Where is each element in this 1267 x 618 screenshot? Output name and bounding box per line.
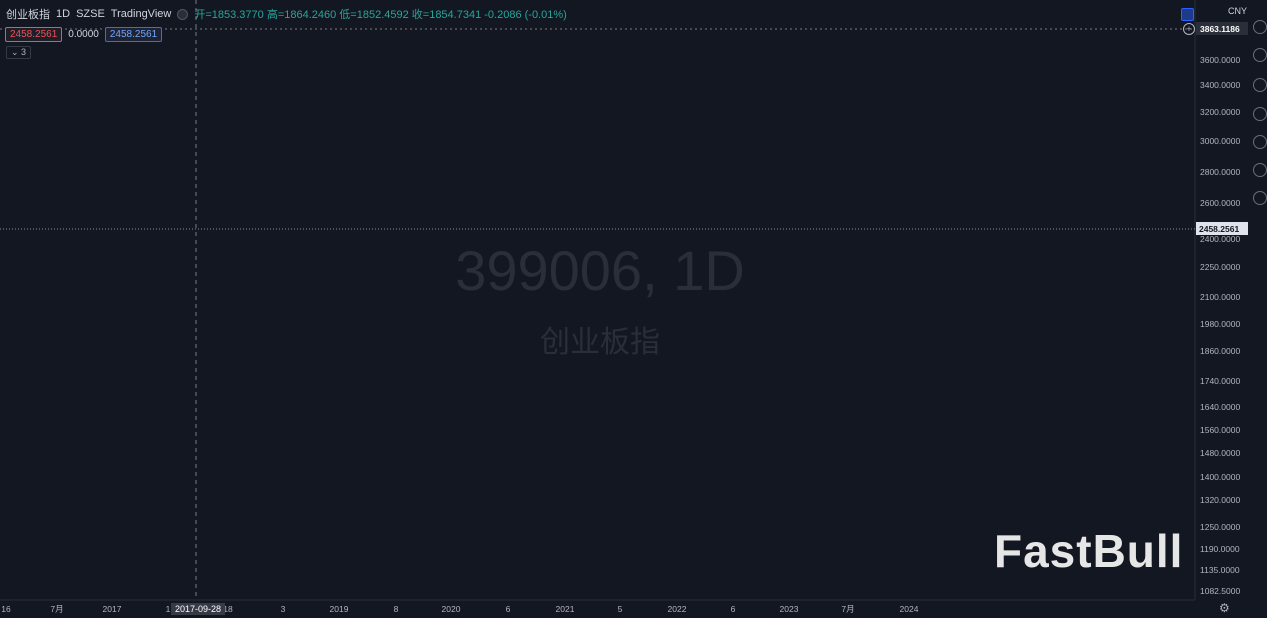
- current-price-bg: [1196, 222, 1248, 235]
- exchange: SZSE: [76, 8, 105, 20]
- price-tick-label: 1560.0000: [1200, 425, 1240, 435]
- status-dot-icon[interactable]: [177, 8, 189, 20]
- layout-icon[interactable]: [1181, 8, 1194, 21]
- right-toolbar: [1249, 0, 1267, 618]
- price-tick-label: 1320.0000: [1200, 495, 1240, 505]
- tool-icon-2[interactable]: [1253, 48, 1267, 62]
- time-tick-label: 2023: [780, 604, 799, 614]
- plus-icon[interactable]: +: [1183, 23, 1195, 35]
- data-source: TradingView: [110, 8, 172, 20]
- current-price-label: 2458.2561: [1199, 224, 1239, 234]
- currency-label[interactable]: CNY: [1227, 6, 1247, 16]
- time-tick-label: 6: [506, 604, 511, 614]
- time-tick-label: 1: [166, 604, 171, 614]
- zero-value: 0.0000: [68, 29, 99, 40]
- price-tick-label: 1135.0000: [1200, 565, 1240, 575]
- tool-icon-1[interactable]: [1253, 20, 1267, 34]
- collapsed-count: 3: [21, 47, 27, 57]
- time-tick-label: 2022: [668, 604, 687, 614]
- ohlc-values: 开=1853.3770 高=1864.2460 低=1852.4592 收=18…: [194, 9, 567, 21]
- price-tick-label: 1640.0000: [1200, 402, 1240, 412]
- watermark-name: 创业板指: [540, 326, 660, 359]
- interval[interactable]: 1D: [56, 8, 71, 20]
- price-tick-label: 1082.5000: [1200, 586, 1240, 596]
- tool-icon-3[interactable]: [1253, 78, 1267, 92]
- time-tick-label: 7月: [50, 604, 63, 614]
- price-tag[interactable]: 2458.2561: [5, 27, 63, 42]
- price-tick-label: 3400.0000: [1200, 80, 1240, 90]
- price-tick-label: 2250.0000: [1200, 262, 1240, 272]
- time-tick-label: 18: [223, 604, 233, 614]
- price-tick-label: 2600.0000: [1200, 198, 1240, 208]
- tool-icon-5[interactable]: [1253, 135, 1267, 149]
- collapsed-indicators-toggle[interactable]: ⌄ 3: [6, 46, 32, 59]
- price-tick-label: 1250.0000: [1200, 522, 1240, 532]
- time-tick-label: 2020: [442, 604, 461, 614]
- price-tick-label: 1860.0000: [1200, 346, 1240, 356]
- time-tick-label: 2024: [900, 604, 919, 614]
- gear-icon[interactable]: ⚙: [1219, 601, 1230, 615]
- price-tick-label: 1980.0000: [1200, 319, 1240, 329]
- top-value-label: 3863.1186: [1200, 24, 1240, 34]
- price-axis-panel: [1195, 0, 1249, 618]
- price-tick-label: 3600.0000: [1200, 55, 1240, 65]
- price-tick-label: 1190.0000: [1200, 544, 1240, 554]
- tool-icon-4[interactable]: [1253, 107, 1267, 121]
- chart-header: 创业板指 1D SZSE TradingView 开=1853.3770 高=1…: [6, 6, 567, 22]
- brand-watermark: FastBull: [994, 525, 1184, 577]
- price-tick-label: 1480.0000: [1200, 448, 1240, 458]
- chart-background: [0, 0, 1195, 600]
- symbol-name[interactable]: 创业板指: [6, 9, 50, 21]
- time-tick-label: 6: [731, 604, 736, 614]
- crosshair-date: 2017-09-28: [171, 603, 226, 615]
- time-tick-label: 8: [394, 604, 399, 614]
- time-tick-label: 16: [1, 604, 11, 614]
- price-tick-label: 1740.0000: [1200, 376, 1240, 386]
- top-value-bg: [1196, 22, 1248, 35]
- indicator-row: 2458.2561 0.0000 2458.2561: [5, 27, 163, 42]
- tool-icon-7[interactable]: [1253, 191, 1267, 205]
- last-price-tag[interactable]: 2458.2561: [104, 27, 163, 42]
- tool-icon-6[interactable]: [1253, 163, 1267, 177]
- price-tick-label: 2400.0000: [1200, 234, 1240, 244]
- time-tick-label: 2017: [103, 604, 122, 614]
- time-tick-label: 5: [618, 604, 623, 614]
- time-tick-label: 7月: [841, 604, 854, 614]
- price-tick-label: 3000.0000: [1200, 136, 1240, 146]
- time-tick-label: 2019: [330, 604, 349, 614]
- time-tick-label: 3: [281, 604, 286, 614]
- price-tick-label: 3200.0000: [1200, 107, 1240, 117]
- time-tick-label: 2021: [556, 604, 575, 614]
- watermark-symbol: 399006, 1D: [455, 239, 745, 302]
- price-tick-label: 2800.0000: [1200, 167, 1240, 177]
- price-tick-label: 1400.0000: [1200, 472, 1240, 482]
- price-tick-label: 2100.0000: [1200, 292, 1240, 302]
